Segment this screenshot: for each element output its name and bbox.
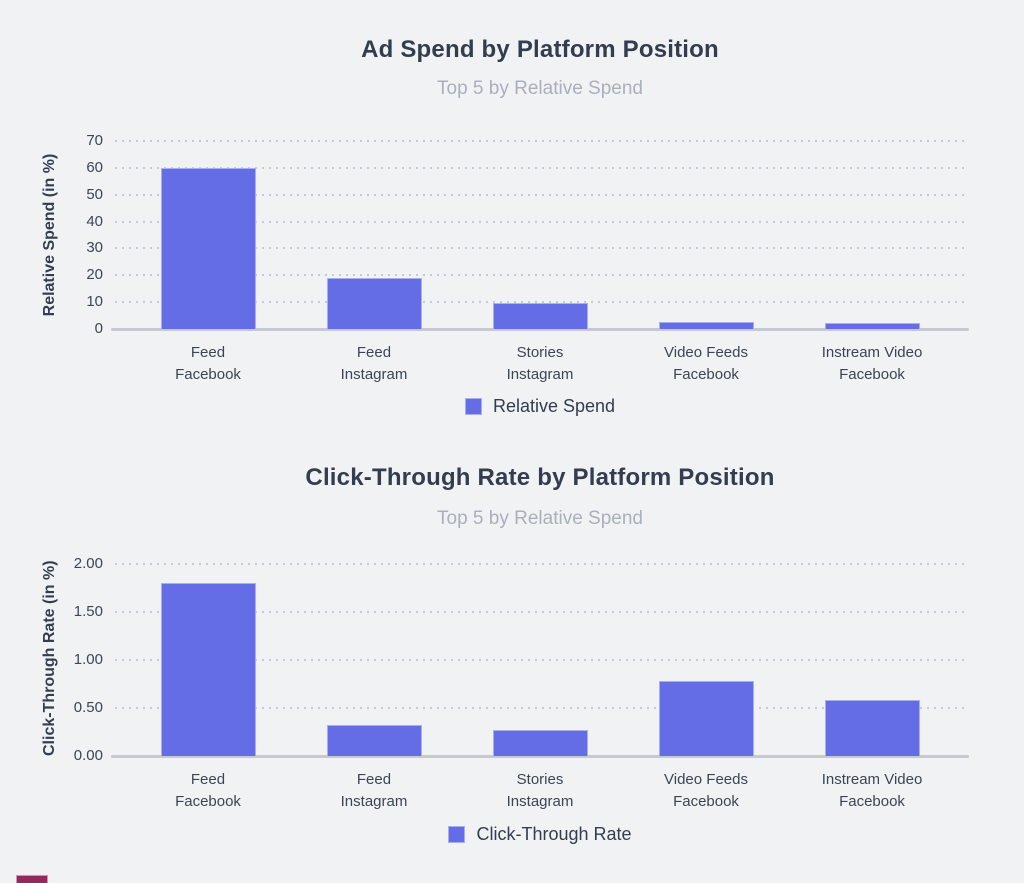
x-category-feed-instagram: Feed Instagram <box>340 771 408 810</box>
y-tick-50: 50 <box>86 185 103 203</box>
y-tick-30: 30 <box>86 239 103 257</box>
x-axis-baseline <box>111 327 969 331</box>
x-category-video-feeds-facebook: Video Feeds Facebook <box>664 344 748 383</box>
x-category-instream-video-facebook: Instream Video Facebook <box>821 344 923 383</box>
gridline-60 <box>115 166 965 169</box>
bar-feed-facebook[interactable] <box>160 167 256 329</box>
x-category-video-feeds-facebook: Video Feeds Facebook <box>664 771 748 810</box>
gridline-40 <box>115 220 965 223</box>
x-axis-baseline <box>111 754 969 758</box>
x-category-instream-video-facebook: Instream Video Facebook <box>821 771 923 810</box>
gridline-2.00 <box>115 563 965 565</box>
y-tick-20: 20 <box>86 266 103 284</box>
plot-area: 0.00 0.50 1.00 1.50 2.00 Feed Facebook Feed In… <box>74 555 969 810</box>
legend-item-click-through-rate[interactable]: Click-Through Rate <box>115 824 965 845</box>
chart-subtitle: Top 5 by Relative Spend <box>437 508 643 529</box>
y-tick-1.00: 1.00 <box>73 651 103 668</box>
plot-area: 0 10 20 30 40 50 60 70 Feed Facebook Feed Instagr… <box>86 132 969 383</box>
gridline-70 <box>115 140 965 142</box>
gridline-0.50 <box>115 707 965 709</box>
y-tick-1.50: 1.50 <box>73 603 103 620</box>
legend-label: Relative Spend <box>492 396 616 416</box>
bar-feed-instagram[interactable] <box>326 277 422 329</box>
gridline-20 <box>115 274 965 277</box>
y-tick-10: 10 <box>86 293 103 311</box>
ad-spend-chart: Ad Spend by Platform Position Top 5 by R… <box>0 0 1024 440</box>
gridline-10 <box>115 301 965 304</box>
bar-video-feeds-facebook[interactable] <box>658 681 754 756</box>
clipped-shape-bottom-left <box>16 875 48 883</box>
click-through-rate-chart: Click-Through Rate by Platform Position … <box>0 440 1024 875</box>
y-tick-60: 60 <box>86 158 103 176</box>
bar-feed-facebook[interactable] <box>160 583 256 756</box>
bar-stories-instagram[interactable] <box>492 302 588 329</box>
bar-stories-instagram[interactable] <box>492 730 588 756</box>
bar-instream-video-facebook[interactable] <box>824 700 920 756</box>
chart-title: Ad Spend by Platform Position <box>361 36 719 63</box>
gridline-50 <box>115 193 965 196</box>
y-tick-70: 70 <box>86 132 103 149</box>
bar-instream-video-facebook[interactable] <box>824 323 920 329</box>
x-category-stories-instagram: Stories Instagram <box>506 771 574 810</box>
bar-feed-instagram[interactable] <box>326 725 422 756</box>
legend-swatch <box>448 826 466 843</box>
y-tick-0.50: 0.50 <box>73 699 103 716</box>
x-category-feed-instagram: Feed Instagram <box>340 344 408 383</box>
legend-item-relative-spend[interactable]: Relative Spend <box>115 396 965 417</box>
x-category-feed-facebook: Feed Facebook <box>175 771 241 810</box>
chart-title: Click-Through Rate by Platform Position <box>305 464 775 491</box>
legend-label: Click-Through Rate <box>476 824 632 844</box>
y-tick-0.00: 0.00 <box>73 747 103 764</box>
gridline-1.00 <box>115 659 965 661</box>
gridline-1.50 <box>115 611 965 613</box>
legend-swatch <box>464 398 482 415</box>
y-tick-0: 0 <box>94 320 103 337</box>
x-category-stories-instagram: Stories Instagram <box>506 344 574 383</box>
y-tick-2.00: 2.00 <box>73 555 103 572</box>
bar-video-feeds-facebook[interactable] <box>658 322 754 329</box>
x-category-feed-facebook: Feed Facebook <box>175 344 241 383</box>
gridline-30 <box>115 247 965 250</box>
y-tick-40: 40 <box>86 212 103 230</box>
chart-subtitle: Top 5 by Relative Spend <box>437 78 643 99</box>
